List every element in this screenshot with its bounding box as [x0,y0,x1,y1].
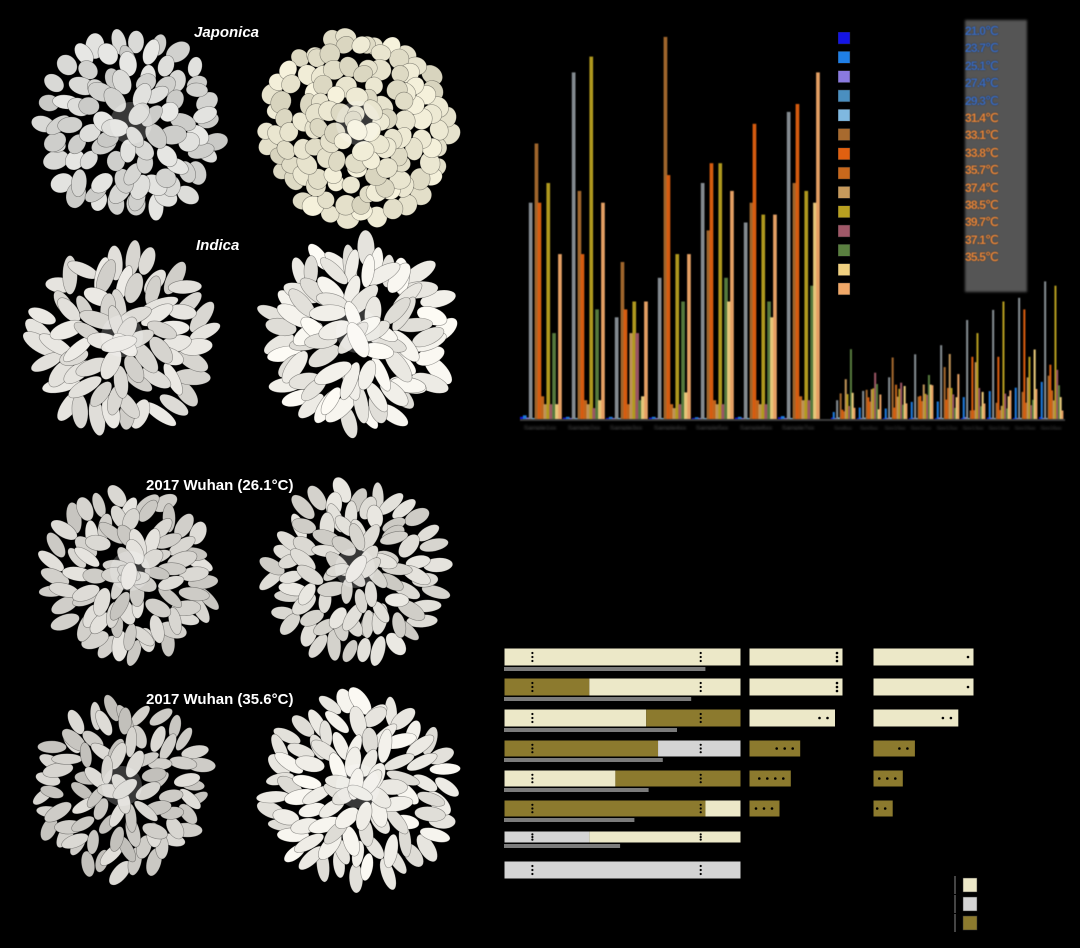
svg-text:Sxx8yy: Sxx8yy [834,426,852,430]
svg-text:Sample1xx: Sample1xx [524,425,557,430]
svg-text:Sxx10yy: Sxx10yy [885,426,906,430]
svg-text:Sxx14yy: Sxx14yy [989,426,1010,430]
svg-text:Sxx9yy: Sxx9yy [860,426,878,430]
svg-text:Sxx15yy: Sxx15yy [1015,426,1036,430]
svg-text:Sample6xx: Sample6xx [740,425,773,430]
svg-text:Sample3xx: Sample3xx [610,425,643,430]
svg-text:Sxx12yy: Sxx12yy [937,426,958,430]
svg-text:Sxx13yy: Sxx13yy [963,426,984,430]
svg-text:Sample4xx: Sample4xx [654,425,687,430]
svg-text:Sxx11yy: Sxx11yy [911,426,932,430]
svg-text:Sample7xx: Sample7xx [782,425,815,430]
svg-text:Sxx16yy: Sxx16yy [1041,426,1062,430]
svg-text:Sample2xx: Sample2xx [568,425,601,430]
svg-text:Sample5xx: Sample5xx [696,425,729,430]
